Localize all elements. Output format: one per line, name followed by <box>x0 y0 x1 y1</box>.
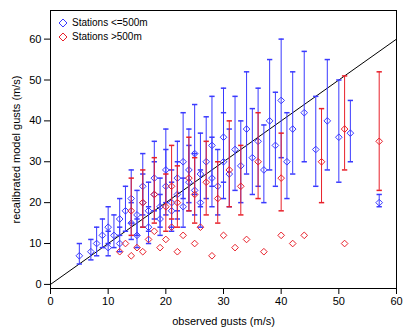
svg-text:40: 40 <box>29 114 41 126</box>
svg-text:30: 30 <box>217 295 229 307</box>
svg-text:0: 0 <box>35 278 41 290</box>
svg-text:observed gusts (m/s): observed gusts (m/s) <box>172 315 275 327</box>
svg-text:10: 10 <box>102 295 114 307</box>
svg-text:30: 30 <box>29 155 41 167</box>
svg-text:20: 20 <box>29 196 41 208</box>
svg-text:20: 20 <box>160 295 172 307</box>
svg-text:50: 50 <box>333 295 345 307</box>
svg-text:60: 60 <box>390 295 402 307</box>
svg-text:0: 0 <box>47 295 53 307</box>
html-text:Stations >500m: Stations >500m <box>72 31 142 42</box>
html-text:Stations <=500m: Stations <=500m <box>72 17 148 28</box>
svg-text:50: 50 <box>29 74 41 86</box>
svg-text:recalibrated model gusts (m/s): recalibrated model gusts (m/s) <box>10 76 22 224</box>
svg-text:60: 60 <box>29 33 41 45</box>
svg-text:40: 40 <box>275 295 287 307</box>
svg-text:10: 10 <box>29 237 41 249</box>
